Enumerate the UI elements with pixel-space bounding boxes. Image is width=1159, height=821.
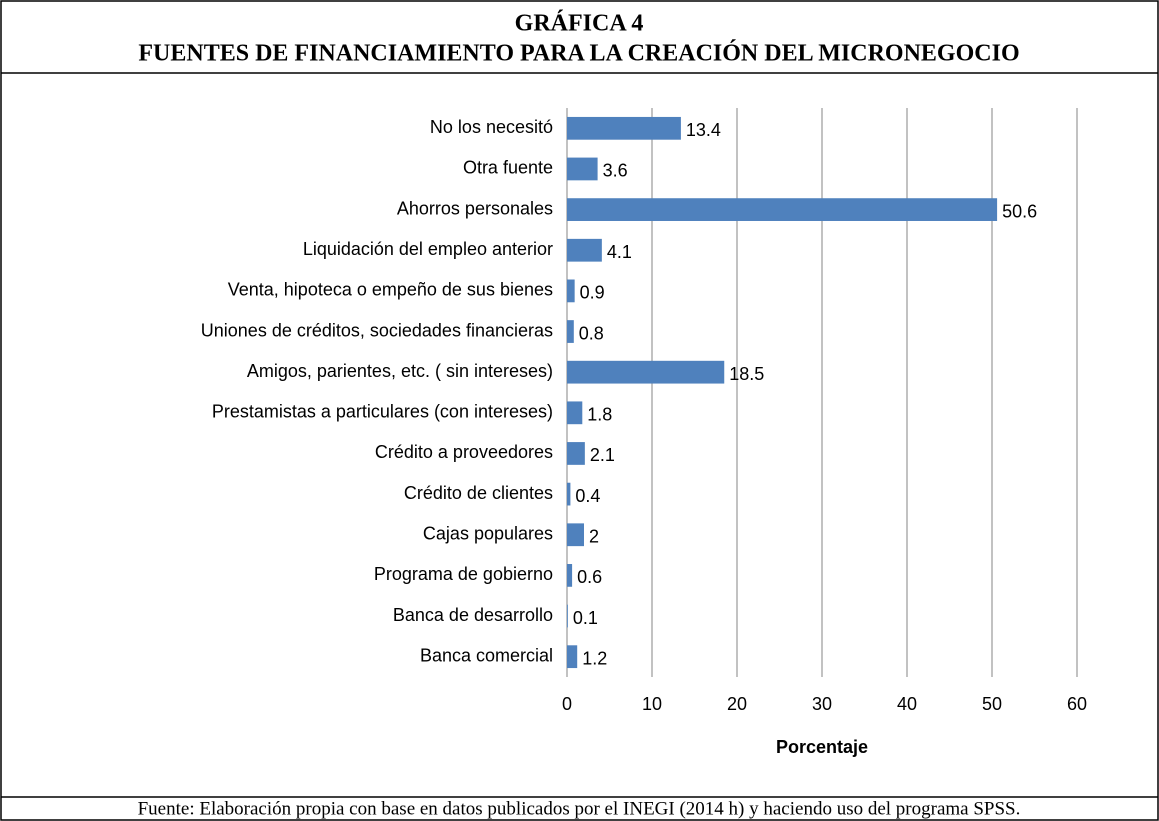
bar (567, 238, 602, 262)
y-tick-label: Prestamistas a particulares (con interes… (212, 402, 553, 422)
data-label: 1.8 (587, 405, 612, 425)
y-tick-label: Banca comercial (420, 645, 553, 665)
data-label: 50.6 (1002, 201, 1037, 221)
y-tick-label: Banca de desarrollo (393, 605, 553, 625)
x-tick-label: 0 (562, 694, 572, 714)
bar (567, 320, 574, 343)
chart-title: GRÁFICA 4 (515, 11, 644, 37)
x-tick-label: 30 (812, 694, 832, 714)
y-tick-label: Amigos, parientes, etc. ( sin intereses) (247, 361, 553, 381)
y-tick-label: No los necesitó (430, 117, 553, 137)
data-label: 4.1 (607, 242, 632, 262)
x-axis-label: Porcentaje (776, 737, 868, 757)
bar (567, 604, 568, 628)
y-tick-label: Crédito a proveedores (375, 442, 553, 462)
bar (567, 645, 578, 669)
bar (567, 401, 583, 425)
y-tick-label: Liquidación del empleo anterior (303, 239, 553, 259)
bar (567, 564, 573, 587)
source-note: Fuente: Elaboración propia con base en d… (138, 798, 1021, 819)
data-label: 0.8 (579, 323, 604, 343)
bar (567, 157, 598, 181)
y-tick-label: Venta, hipoteca o empeño de sus bienes (228, 280, 553, 300)
y-tick-label: Cajas populares (423, 524, 553, 544)
data-label: 0.1 (573, 608, 598, 628)
data-label: 2 (589, 527, 599, 547)
y-tick-label: Crédito de clientes (404, 483, 553, 503)
chart-subtitle: FUENTES DE FINANCIAMIENTO PARA LA CREACI… (138, 40, 1019, 67)
y-tick-label: Programa de gobierno (374, 564, 553, 584)
y-tick-label: Uniones de créditos, sociedades financie… (201, 320, 553, 340)
bar (567, 116, 681, 140)
bar (567, 198, 998, 221)
data-label: 1.2 (582, 648, 607, 668)
bar (567, 360, 725, 384)
data-label: 18.5 (729, 364, 764, 384)
x-tick-label: 20 (727, 694, 747, 714)
data-label: 0.4 (575, 486, 600, 506)
data-label: 3.6 (603, 161, 628, 181)
data-label: 0.6 (577, 567, 602, 587)
x-tick-label: 60 (1067, 694, 1087, 714)
data-label: 0.9 (580, 283, 605, 303)
x-tick-label: 10 (642, 694, 662, 714)
y-tick-label: Ahorros personales (397, 198, 553, 218)
x-tick-label: 50 (982, 694, 1002, 714)
data-label: 2.1 (590, 445, 615, 465)
bar (567, 482, 571, 506)
bar (567, 442, 585, 465)
y-tick-label: Otra fuente (463, 158, 553, 178)
bar (567, 279, 575, 303)
bar (567, 523, 584, 547)
data-label: 13.4 (686, 120, 721, 140)
x-tick-label: 40 (897, 694, 917, 714)
